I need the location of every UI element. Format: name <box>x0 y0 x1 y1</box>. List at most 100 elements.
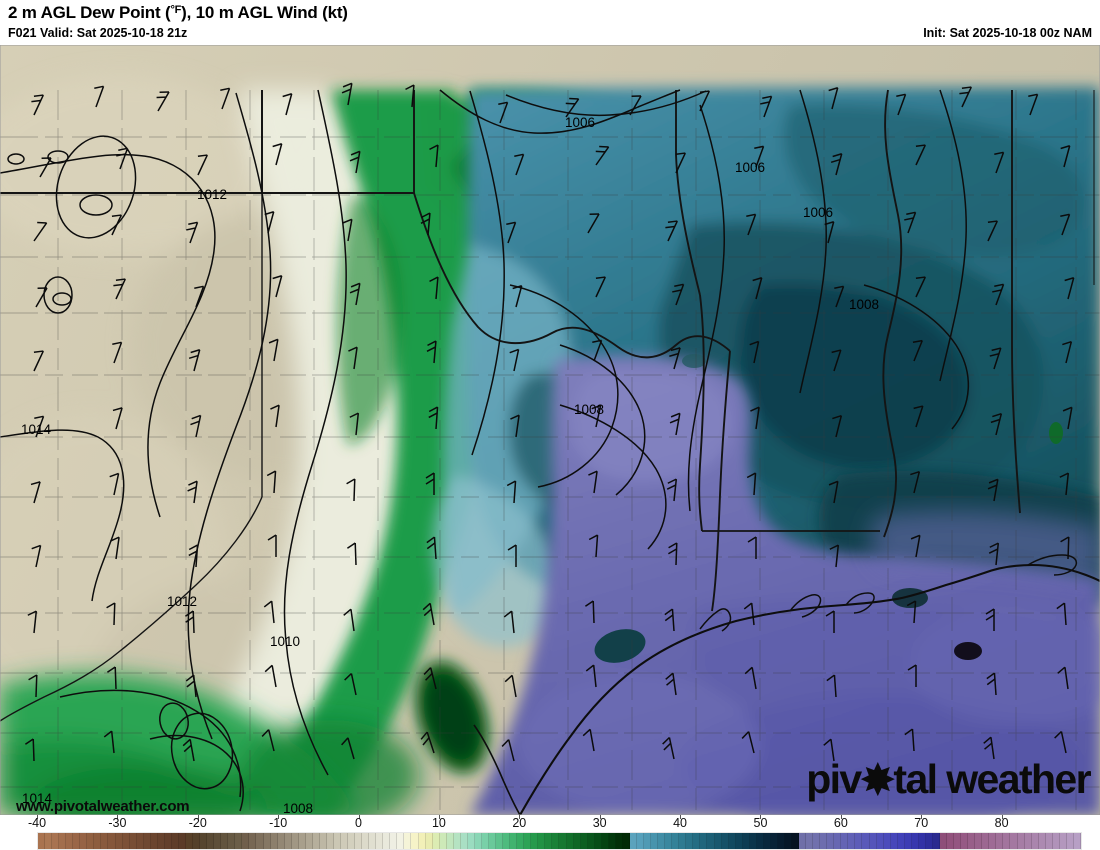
colorbar-swatch <box>735 833 743 849</box>
colorbar-tick-label: -40 <box>27 816 47 830</box>
colorbar-swatch <box>87 833 95 849</box>
colorbar-swatch <box>559 833 567 849</box>
colorbar-swatch <box>968 833 976 849</box>
colorbar-swatch <box>362 833 370 849</box>
colorbar-swatch <box>975 833 983 849</box>
colorbar-swatch <box>467 833 475 849</box>
colorbar-swatch <box>862 833 870 849</box>
colorbar-tick-label: 10 <box>431 816 446 830</box>
colorbar-strip[interactable] <box>37 832 1082 850</box>
colorbar-swatch <box>178 833 186 849</box>
colorbar-swatch <box>496 833 504 849</box>
colorbar-swatch <box>150 833 158 849</box>
colorbar-tick <box>117 815 119 819</box>
colorbar-swatch <box>333 833 342 849</box>
colorbar-tick-label: 20 <box>512 816 527 830</box>
colorbar-swatch <box>263 833 271 849</box>
colorbar-swatch <box>1017 833 1025 849</box>
colorbar-swatch <box>270 833 278 849</box>
colorbar-swatch <box>200 833 208 849</box>
colorbar-tick <box>599 815 601 819</box>
colorbar-swatch <box>883 833 891 849</box>
isobar-label: 1008 <box>574 402 604 417</box>
colorbar-swatch <box>897 833 905 849</box>
colorbar-swatch <box>298 833 306 849</box>
colorbar-swatch <box>66 833 74 849</box>
colorbar-swatch <box>510 833 518 849</box>
colorbar-tick-label: 0 <box>355 816 363 830</box>
title-main: 2 m AGL Dew Point ( <box>8 3 171 22</box>
colorbar-swatch <box>129 833 137 849</box>
colorbar-swatch <box>481 833 489 849</box>
isobar-label: 1014 <box>21 422 52 437</box>
isobar-label: 1008 <box>283 801 313 815</box>
colorbar-swatch <box>185 833 194 849</box>
isobar-label: 1014 <box>22 791 53 806</box>
colorbar-swatch <box>432 833 440 849</box>
isobar-label: 1006 <box>565 115 595 130</box>
map-canvas[interactable]: 1012 1014 1012 1010 1014 1008 1006 1006 … <box>0 45 1100 815</box>
colorbar-swatch <box>460 833 468 849</box>
colorbar-tick <box>438 815 440 819</box>
colorbar-swatch <box>806 833 814 849</box>
title-rest: ), 10 m AGL Wind (kt) <box>181 3 348 22</box>
colorbar-swatch <box>672 833 680 849</box>
colorbar-swatch <box>214 833 222 849</box>
colorbar-swatch <box>446 833 454 849</box>
colorbar-swatch <box>80 833 88 849</box>
colorbar-tick <box>37 815 38 819</box>
colorbar-swatch <box>59 833 67 849</box>
colorbar-swatch <box>841 833 849 849</box>
colorbar-swatch <box>763 833 771 849</box>
colorbar-swatch <box>319 833 327 849</box>
colorbar-swatch <box>453 833 461 849</box>
colorbar-ticks: -40 -30 -20 -10 0 10 20 30 40 50 60 70 80 <box>0 815 1100 832</box>
colorbar-swatch <box>390 833 398 849</box>
isobar-label: 1012 <box>197 187 227 202</box>
colorbar-swatch <box>157 833 165 849</box>
colorbar-swatch <box>911 833 919 849</box>
isobar-label: 1008 <box>849 297 879 312</box>
colorbar-swatch <box>954 833 962 849</box>
colorbar-swatch <box>94 833 102 849</box>
colorbar-swatch <box>777 833 785 849</box>
colorbar-swatch <box>164 833 172 849</box>
colorbar-swatch <box>608 833 616 849</box>
colorbar[interactable]: -40 -30 -20 -10 0 10 20 30 40 50 60 70 80 <box>0 815 1100 850</box>
colorbar-swatch <box>517 833 525 849</box>
title-unit: °F <box>170 4 182 16</box>
colorbar-swatch <box>890 833 898 849</box>
coastline <box>473 554 1100 815</box>
colorbar-swatch <box>115 833 123 849</box>
colorbar-swatch <box>418 833 426 849</box>
colorbar-tick-label: 70 <box>914 816 929 830</box>
water-bodies <box>594 354 1063 663</box>
colorbar-swatch <box>742 833 750 849</box>
colorbar-swatch <box>629 833 637 849</box>
colorbar-swatch <box>312 833 320 849</box>
colorbar-swatch <box>193 833 201 849</box>
colorbar-swatch <box>848 833 856 849</box>
header: 2 m AGL Dew Point (°F), 10 m AGL Wind (k… <box>0 0 1100 45</box>
colorbar-swatch <box>651 833 659 849</box>
colorbar-tick-label: -30 <box>108 816 127 830</box>
colorbar-swatch <box>686 833 694 849</box>
colorbar-swatch <box>489 833 497 849</box>
colorbar-tick <box>278 815 280 819</box>
colorbar-swatch <box>355 833 363 849</box>
colorbar-swatch <box>305 833 313 849</box>
colorbar-swatch <box>700 833 708 849</box>
colorbar-swatch <box>615 833 623 849</box>
colorbar-swatch <box>45 833 53 849</box>
colorbar-swatch <box>1024 833 1032 849</box>
colorbar-tick <box>358 815 360 819</box>
colorbar-swatch <box>989 833 997 849</box>
colorbar-tick <box>519 815 521 819</box>
dewpoint-raster <box>0 45 1100 815</box>
colorbar-swatch <box>404 833 412 849</box>
colorbar-swatch <box>932 833 940 849</box>
colorbar-swatch <box>622 833 630 849</box>
colorbar-swatch <box>122 833 130 849</box>
colorbar-swatch <box>573 833 581 849</box>
